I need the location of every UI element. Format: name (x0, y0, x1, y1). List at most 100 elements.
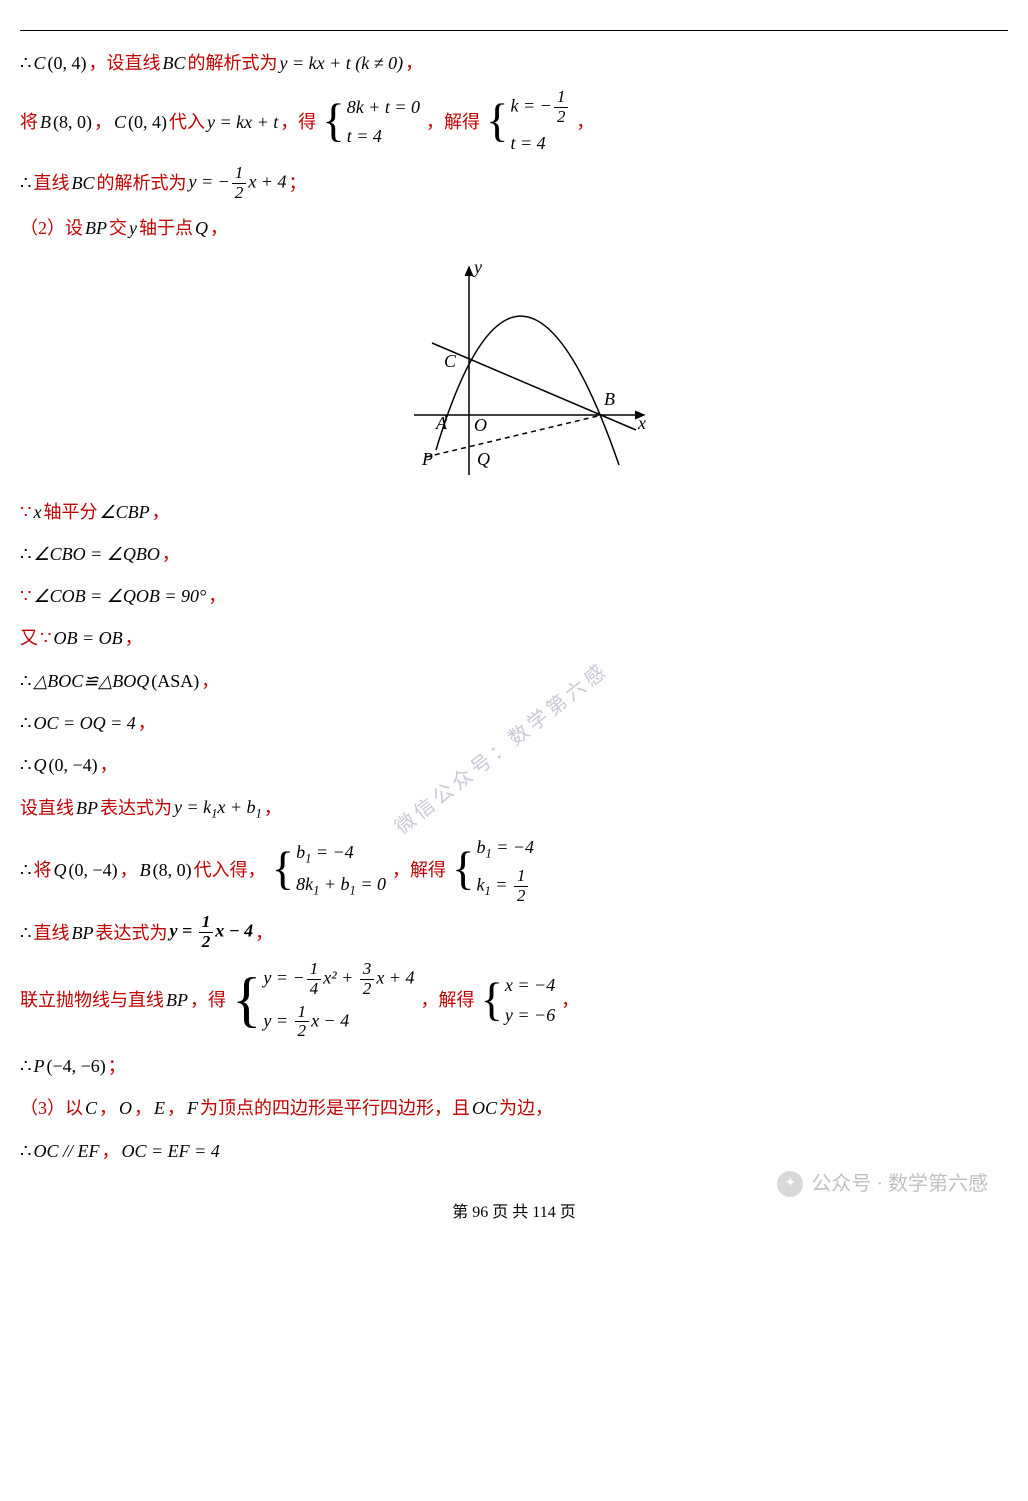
line-8: 又 ∵ OB = OB ， (20, 621, 1008, 655)
system-1: { 8k + t = 0 t = 4 (322, 95, 420, 149)
var: Q (53, 853, 66, 887)
line-10: ∴ OC = OQ = 4 ， (20, 706, 1008, 740)
label-Q: Q (477, 449, 490, 469)
txt: 直线 (33, 166, 69, 200)
line-13: ∴ 将 Q (0, −4) ， B (8, 0) 代入得， { b1 = −4 … (20, 835, 1008, 906)
eq: y = − (188, 171, 229, 191)
txt: (8, 0) (153, 853, 192, 887)
txt: (0, −4) (48, 748, 97, 782)
line-1: ∴ C (0, 4) ，设直线 BC 的解析式为 y = kx + t (k ≠… (20, 46, 1008, 80)
punct: ， (405, 46, 423, 80)
punct: ， (264, 791, 282, 825)
eq: t = 4 (511, 131, 571, 156)
txt: ，得 (280, 105, 316, 139)
label-y: y (472, 257, 482, 277)
txt: 直线 (33, 916, 69, 950)
footer-watermark-text: 公众号 · 数学第六感 (811, 1165, 988, 1203)
var: O (119, 1091, 132, 1125)
punct: ， (208, 579, 226, 613)
var: B (140, 853, 151, 887)
eq: OC // EF (33, 1134, 99, 1168)
system-3: { b1 = −4 8k1 + b1 = 0 (272, 840, 386, 900)
sym: ∴ (20, 1049, 31, 1083)
txt: (0, −4) (68, 853, 117, 887)
punct: ， (561, 983, 579, 1017)
txt: (8, 0) (53, 105, 92, 139)
label-O: O (474, 415, 487, 435)
sym: ∴ (20, 46, 31, 80)
txt: （2）设 (20, 211, 83, 245)
txt: 代入得， (194, 853, 266, 887)
sym: ∴ (20, 706, 31, 740)
txt: 为顶点的四边形是平行四边形，且 (200, 1091, 470, 1125)
punct: ， (125, 621, 143, 655)
var: E (154, 1091, 165, 1125)
sym: ∴ (20, 916, 31, 950)
txt: 交 (109, 211, 127, 245)
punct: ， (255, 916, 273, 950)
parabola-diagram: y x A O B C P Q (374, 255, 654, 485)
punct: ； (108, 1049, 126, 1083)
var: x (33, 495, 41, 529)
var: BP (76, 791, 98, 825)
line-7: ∵ ∠COB = ∠QOB = 90° ， (20, 579, 1008, 613)
line-4: （2）设 BP 交 y 轴于点 Q ， (20, 211, 1008, 245)
punct: ； (288, 166, 306, 200)
eq: OC = EF = 4 (121, 1134, 219, 1168)
txt: (−4, −6) (46, 1049, 105, 1083)
var: B (40, 105, 51, 139)
punct: ， (152, 495, 170, 529)
label-A: A (435, 413, 448, 433)
var: BC (162, 46, 185, 80)
line-11: ∴ Q (0, −4) ， (20, 748, 1008, 782)
txt: 轴于点 (139, 211, 193, 245)
eq: ∠CBP (99, 495, 149, 529)
var: C (85, 1091, 97, 1125)
punct: ， (99, 1091, 117, 1125)
punct: ， (201, 664, 219, 698)
txt: (0, 4) (47, 46, 86, 80)
eq: ∠CBO = ∠QBO (33, 537, 159, 571)
txt: 将 (33, 853, 51, 887)
top-rule (20, 30, 1008, 31)
txt: ，解得 (420, 983, 474, 1017)
eq: △BOC≌△BOQ (33, 664, 149, 698)
label-x: x (637, 413, 646, 433)
var: BC (71, 166, 94, 200)
line-12: 设直线 BP 表达式为 y = k1x + b1 ， (20, 790, 1008, 827)
txt: (ASA) (151, 664, 199, 698)
txt: 表达式为 (100, 791, 172, 825)
txt: 又 (20, 621, 38, 655)
system-2: { k = −12 t = 4 (486, 88, 570, 156)
sym: ∵ (20, 579, 31, 613)
punct: ， (167, 1091, 185, 1125)
sym: ∴ (20, 537, 31, 571)
punct: ， (134, 1091, 152, 1125)
label-B: B (604, 389, 615, 409)
eq: y = kx + t (k ≠ 0) (279, 46, 403, 80)
sym: ∴ (20, 853, 31, 887)
diagram-container: y x A O B C P Q (20, 255, 1008, 485)
eq: OC = OQ = 4 (33, 706, 135, 740)
var: Q (195, 211, 208, 245)
line-6: ∴ ∠CBO = ∠QBO ， (20, 537, 1008, 571)
sym: ∴ (20, 1134, 31, 1168)
txt: 的解析式为 (96, 166, 186, 200)
var: BP (85, 211, 107, 245)
var: OC (472, 1091, 497, 1125)
eq: x + 4 (248, 171, 286, 191)
txt: 的解析式为 (187, 46, 277, 80)
line-5: ∵ x 轴平分 ∠CBP ， (20, 495, 1008, 529)
label-P: P (421, 449, 433, 469)
txt: 联立抛物线与直线 (20, 983, 164, 1017)
txt: 代入 (169, 105, 205, 139)
eq: y = k (174, 797, 211, 817)
line-2: 将 B (8, 0) ， C (0, 4) 代入 y = kx + t ，得 {… (20, 88, 1008, 156)
eq: OB = OB (53, 621, 122, 655)
sym: ∴ (20, 748, 31, 782)
punct: ， (138, 706, 156, 740)
txt: (0, 4) (128, 105, 167, 139)
var: C (33, 46, 45, 80)
punct: ， (162, 537, 180, 571)
eq: k = − (511, 96, 552, 116)
